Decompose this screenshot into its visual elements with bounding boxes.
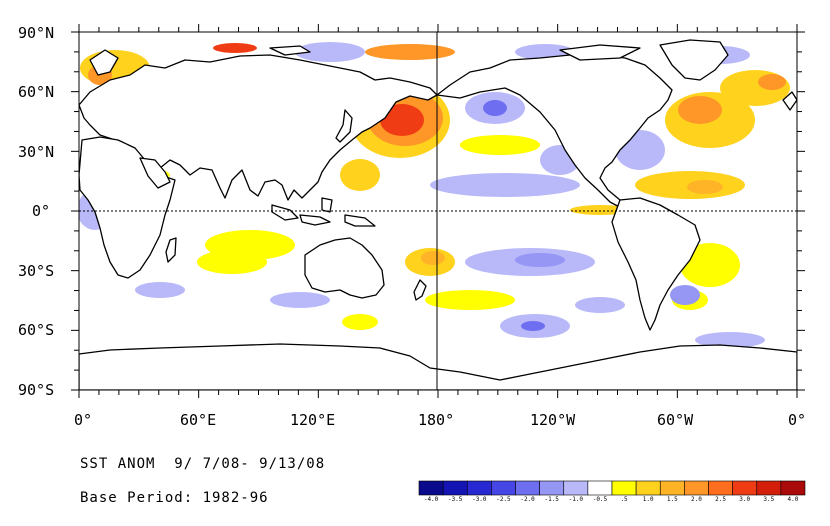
legend-swatch (539, 480, 565, 496)
legend-label: 2.0 (691, 496, 702, 503)
legend-label: -2.0 (520, 496, 535, 503)
indonesia-islands (271, 197, 376, 227)
legend-swatch (491, 480, 516, 496)
legend-swatch (442, 480, 468, 496)
legend-label: 3.0 (739, 496, 750, 503)
new-zealand (413, 279, 427, 301)
legend-label: -1.5 (544, 496, 559, 503)
eurasia-landmass (79, 54, 438, 201)
lat-label-60n: 60°N (18, 83, 54, 101)
legend-swatch (684, 480, 709, 496)
lon-label-0-east: 0° (788, 411, 806, 429)
legend-swatch (515, 480, 540, 496)
legend-label: -0.5 (593, 496, 608, 503)
legend-swatch (756, 480, 782, 496)
lat-label-30n: 30°N (18, 143, 54, 161)
legend-label: -3.0 (472, 496, 487, 503)
legend-swatch (659, 480, 685, 496)
lat-label-0: 0° (32, 202, 50, 220)
latitude-labels: 90°N 60°N 30°N 0° 30°S 60°S 90°S (18, 24, 54, 399)
antarctica-landmass (79, 343, 797, 390)
japan-islands (335, 109, 353, 143)
legend-label: -1.0 (569, 496, 584, 503)
arabia (139, 157, 171, 189)
legend-label: 4.0 (788, 496, 799, 503)
legend-label: 1.5 (667, 496, 678, 503)
legend-swatch (418, 480, 444, 496)
base-period-label: Base Period: 1982-96 (80, 490, 269, 506)
legend-label: 1.0 (643, 496, 654, 503)
lat-label-90s: 90°S (18, 381, 54, 399)
lat-label-90n: 90°N (18, 24, 54, 42)
legend-swatch (732, 480, 758, 496)
legend-label: 3.5 (763, 496, 774, 503)
legend-swatch (563, 480, 589, 496)
lon-label-0-west: 0° (74, 411, 92, 429)
legend-swatch (780, 480, 806, 496)
lon-label-60w: 60°W (657, 411, 694, 429)
australia-landmass (304, 237, 385, 299)
legend-label: -3.5 (448, 496, 463, 503)
lat-label-60s: 60°S (18, 321, 54, 339)
legend-swatch (611, 480, 637, 496)
legend-label: 2.5 (715, 496, 726, 503)
legend-swatch (708, 480, 733, 496)
legend-swatch (635, 480, 661, 496)
scandinavia (89, 49, 119, 76)
land-masses (79, 39, 797, 390)
south-america-landmass (611, 197, 701, 331)
legend-label: -2.5 (496, 496, 511, 503)
arctic-islands (269, 44, 641, 61)
color-legend: -4.0 -3.5 -3.0 -2.5 -2.0 -1.5 -1.0 -0.5 .5 1.0 1.5… (418, 480, 806, 503)
longitude-labels: 0° 60°E 120°E 180° 120°W 60°W 0° (74, 411, 806, 429)
legend-swatch (587, 480, 613, 496)
legend-label: -4.0 (424, 496, 439, 503)
lon-label-60e: 60°E (180, 411, 216, 429)
madagascar (165, 237, 177, 263)
lon-label-120e: 120°E (290, 411, 335, 429)
lat-label-30s: 30°S (18, 262, 54, 280)
axis-ticks (71, 24, 805, 398)
lon-label-120w: 120°W (530, 411, 576, 429)
legend-swatch (466, 480, 492, 496)
map-title: SST ANOM 9/ 7/08- 9/13/08 (80, 456, 326, 472)
uk-islands (782, 91, 797, 111)
legend-label: .5 (620, 496, 628, 503)
lon-label-180: 180° (418, 411, 454, 429)
greenland (659, 39, 729, 81)
